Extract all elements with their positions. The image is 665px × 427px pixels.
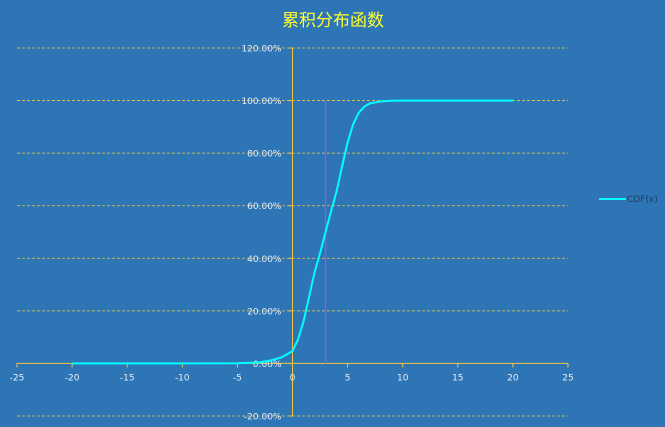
x-tick-label: -20 [65,373,80,383]
y-tick-label: 120.00% [241,45,281,55]
y-tick-label: 20.00% [247,307,282,317]
y-tick-label: 0.00% [253,360,282,370]
data-point-cdf [457,99,459,102]
x-tick-label: -15 [120,373,135,383]
data-point-cdf [341,165,343,168]
data-point-cdf [352,123,354,126]
x-tick-label: -25 [10,373,25,383]
data-point-cdf [512,99,514,102]
y-tick-label: -20.00% [244,413,282,423]
y-tick-label: 80.00% [247,150,282,160]
x-tick-label: 20 [507,373,519,383]
x-tick-label: -5 [233,373,242,383]
data-point-cdf [308,296,310,298]
data-point-cdf [71,362,73,365]
data-point-cdf [258,361,261,363]
data-point-cdf [424,99,426,102]
data-point-cdf [291,350,294,352]
axes [16,47,569,417]
x-tick-label: 0 [290,373,296,383]
data-point-cdf [302,321,305,323]
x-tick-label: 25 [562,373,573,383]
data-point-cdf [363,106,365,108]
data-point-cdf [380,100,382,102]
data-point-cdf [369,102,371,105]
x-tick-label: 5 [345,373,351,383]
legend-label-cdf: CDF(x) [627,195,658,205]
series-line-cdf [72,99,513,365]
data-point-cdf [324,231,327,233]
data-point-cdf [402,99,404,102]
data-point-cdf [358,112,360,114]
y-tick-label: 100.00% [241,97,281,107]
chart-title: 累积分布函数 [282,11,384,31]
legend: CDF(x) [599,195,658,205]
data-point-cdf [297,338,299,341]
data-point-cdf [330,210,332,212]
data-point-cdf [335,190,338,192]
x-tick-label: 15 [452,373,463,383]
series-layer [71,99,514,365]
data-point-cdf [280,356,283,358]
data-point-cdf [391,100,393,102]
data-point-cdf [269,359,272,362]
y-tick-labels: -20.00% 0.00% 20.00% 40.00% 60.00% 80.00% 100.… [241,45,281,423]
x-tick-labels: -25 -20 -15 -10 -5 0 5 10 15 20 25 [10,373,574,383]
data-point-cdf [181,362,183,365]
y-tick-label: 60.00% [247,202,282,212]
data-point-cdf [319,252,321,254]
y-tick-label: 40.00% [247,255,282,265]
x-tick-label: -10 [175,373,190,383]
data-point-cdf [313,272,316,274]
data-point-cdf [236,362,238,364]
data-point-cdf [347,141,349,143]
data-point-cdf [126,362,128,365]
x-tick-label: 10 [397,373,409,383]
